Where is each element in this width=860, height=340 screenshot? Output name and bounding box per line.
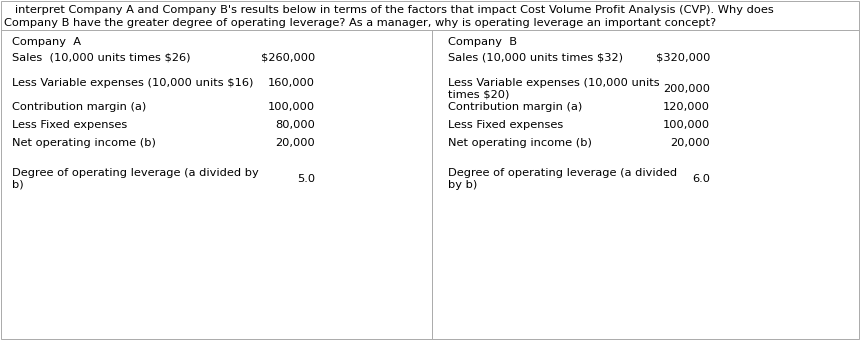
Text: Net operating income (b): Net operating income (b) <box>448 138 592 148</box>
Text: Net operating income (b): Net operating income (b) <box>12 138 156 148</box>
Text: 100,000: 100,000 <box>267 102 315 112</box>
Text: $260,000: $260,000 <box>261 53 315 63</box>
Text: Less Variable expenses (10,000 units $16): Less Variable expenses (10,000 units $16… <box>12 78 254 88</box>
Text: 100,000: 100,000 <box>663 120 710 130</box>
Text: $320,000: $320,000 <box>655 53 710 63</box>
Text: Degree of operating leverage (a divided by
b): Degree of operating leverage (a divided … <box>12 168 259 190</box>
Text: 80,000: 80,000 <box>275 120 315 130</box>
Text: Sales  (10,000 units times $26): Sales (10,000 units times $26) <box>12 53 191 63</box>
Text: Company  B: Company B <box>448 37 517 47</box>
Text: Less Fixed expenses: Less Fixed expenses <box>12 120 127 130</box>
Text: 120,000: 120,000 <box>663 102 710 112</box>
Text: 6.0: 6.0 <box>692 174 710 184</box>
Text: 20,000: 20,000 <box>670 138 710 148</box>
Text: 20,000: 20,000 <box>275 138 315 148</box>
Text: interpret Company A and Company B's results below in terms of the factors that i: interpret Company A and Company B's resu… <box>4 5 774 15</box>
Text: Less Fixed expenses: Less Fixed expenses <box>448 120 563 130</box>
Text: Company B have the greater degree of operating leverage? As a manager, why is op: Company B have the greater degree of ope… <box>4 18 716 28</box>
Text: Company  A: Company A <box>12 37 81 47</box>
Text: 5.0: 5.0 <box>297 174 315 184</box>
Text: Contribution margin (a): Contribution margin (a) <box>448 102 582 112</box>
Text: 160,000: 160,000 <box>268 78 315 88</box>
Text: Degree of operating leverage (a divided
by b): Degree of operating leverage (a divided … <box>448 168 677 190</box>
Text: Contribution margin (a): Contribution margin (a) <box>12 102 146 112</box>
Text: Less Variable expenses (10,000 units
times $20): Less Variable expenses (10,000 units tim… <box>448 78 660 100</box>
Text: 200,000: 200,000 <box>663 84 710 94</box>
Text: Sales (10,000 units times $32): Sales (10,000 units times $32) <box>448 53 623 63</box>
